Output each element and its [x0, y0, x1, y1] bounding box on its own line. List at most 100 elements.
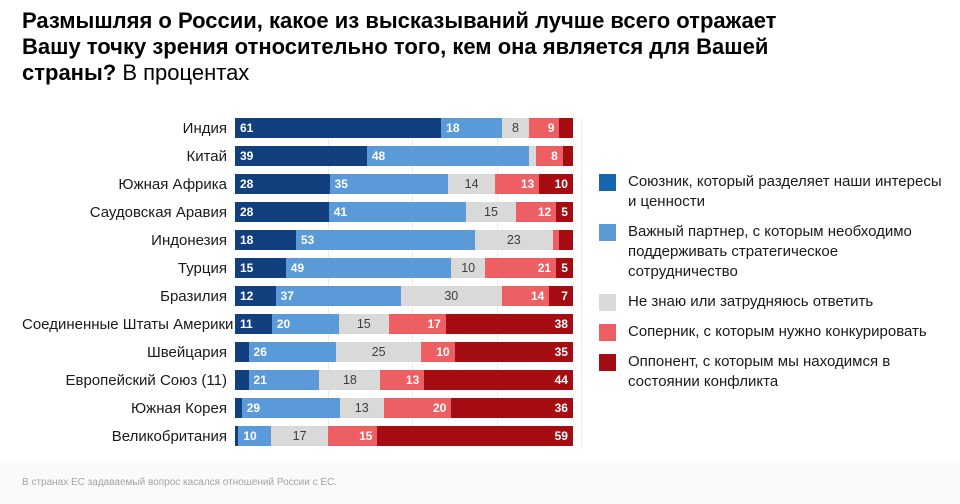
- category-label: Индонезия: [151, 231, 227, 249]
- bar-segment: 17: [271, 426, 328, 446]
- bar-segment: 20: [383, 398, 452, 418]
- bar-segment: 11: [235, 314, 272, 334]
- bar-segment: 13: [339, 398, 384, 418]
- category-label: Швейцария: [146, 343, 227, 361]
- bar-segment: 18: [235, 230, 296, 250]
- category-label: Южная Африка: [118, 175, 227, 193]
- chart-row: Великобритания 10 17 15 59: [22, 426, 582, 446]
- bar-value-label: 18: [446, 121, 460, 135]
- bar-value-label: 7: [561, 289, 568, 303]
- bar-value-label: 28: [240, 177, 254, 191]
- bar-value-label: 20: [276, 317, 291, 331]
- bar-value-label: 18: [240, 233, 254, 247]
- bar-value-label: 9: [547, 121, 555, 135]
- bar-segment: 5: [556, 258, 573, 278]
- legend: Союзник, который разделяет наши интересы…: [599, 172, 951, 402]
- bar-segment: 59: [377, 426, 573, 446]
- bar-value-label: 49: [290, 261, 305, 275]
- chart-row: Швейцария 26 25 10 35: [22, 342, 582, 362]
- footnote: В странах ЕС задаваемый вопрос касался о…: [22, 477, 338, 488]
- bar-segment: 8: [535, 146, 563, 166]
- chart-row: Бразилия 12 37 30 14 7: [22, 286, 582, 306]
- bar-value-label: 37: [280, 289, 294, 303]
- bar-value-label: 12: [537, 205, 552, 219]
- bar-segment: [235, 370, 249, 390]
- bar-segment: [529, 146, 536, 166]
- bar-value-label: 35: [334, 177, 348, 191]
- bar-value-label: 29: [246, 401, 261, 415]
- category-label: Южная Корея: [131, 399, 227, 417]
- bar-stack: 21 18 13 44: [235, 370, 573, 390]
- bar-value-label: 8: [551, 149, 558, 163]
- bar-segment: 15: [327, 426, 378, 446]
- bar-value-label: 28: [240, 205, 254, 219]
- bar-value-label: 10: [461, 261, 476, 275]
- bar-stack: 61 18 8 9: [235, 118, 573, 138]
- bar-segment: 15: [338, 314, 389, 334]
- bar-segment: 8: [502, 118, 530, 138]
- title-line-2: Вашу точку зрения относительно того, кем…: [22, 34, 769, 59]
- category-label: Бразилия: [160, 287, 227, 305]
- legend-label: Не знаю или затрудняюсь ответить: [628, 293, 874, 310]
- bar-value-label: 8: [512, 121, 519, 135]
- legend-swatch: [599, 174, 616, 191]
- bar-segment: 12: [235, 286, 276, 306]
- bar-segment: 5: [556, 202, 573, 222]
- chart-row: Турция 15 49 10 21 5: [22, 258, 582, 278]
- bar-value-label: 10: [243, 429, 257, 443]
- bar-segment: [552, 230, 560, 250]
- legend-label: Соперник, с которым нужно конкурировать: [628, 323, 927, 340]
- bar-segment: 29: [241, 398, 340, 418]
- bar-segment: [562, 146, 573, 166]
- bar-segment: 36: [451, 398, 573, 418]
- bar-value-label: 59: [554, 429, 568, 443]
- bar-value-label: 41: [333, 205, 348, 219]
- bar-value-label: 5: [561, 205, 568, 219]
- title-line-1: Размышляя о России, какое из высказывани…: [22, 8, 777, 33]
- bar-value-label: 15: [359, 429, 373, 443]
- bar-value-label: 25: [371, 345, 386, 359]
- category-label: Китай: [186, 147, 227, 165]
- title-line-3-bold: страны?: [22, 60, 117, 85]
- bar-value-label: 21: [537, 261, 552, 275]
- bar-segment: 13: [380, 370, 425, 390]
- bar-segment: 18: [319, 370, 381, 390]
- bar-segment: 44: [424, 370, 573, 390]
- bar-value-label: 13: [405, 373, 420, 387]
- chart-row: Индия 61 18 8 9: [22, 118, 582, 138]
- bar-segment: 17: [388, 314, 446, 334]
- bar-segment: 13: [495, 174, 540, 194]
- bar-value-label: 20: [432, 401, 447, 415]
- bar-value-label: 18: [342, 373, 357, 387]
- bar-segment: 10: [238, 426, 272, 446]
- chart-row: Южная Корея 29 13 20 36: [22, 398, 582, 418]
- legend-item: Оппонент, с которым мы находимся в состо…: [599, 352, 951, 392]
- bar-segment: 14: [501, 286, 550, 306]
- legend-swatch: [599, 294, 616, 311]
- bar-segment: 14: [447, 174, 496, 194]
- grid-line-100: [581, 118, 582, 446]
- bar-segment: 28: [235, 202, 329, 222]
- bar-value-label: 44: [554, 373, 568, 387]
- stacked-bar-chart: Индия 61 18 8 9 Китай 39 48 8 Южная Африка 28 35 14 1…: [22, 118, 582, 454]
- bar-value-label: 12: [240, 289, 254, 303]
- bar-segment: 10: [539, 174, 573, 194]
- bar-segment: 12: [516, 202, 557, 222]
- bar-value-label: 17: [292, 429, 307, 443]
- chart-row: Индонезия 18 53 23: [22, 230, 582, 250]
- category-label: Индия: [182, 119, 227, 137]
- grid-line-50: [412, 118, 413, 446]
- bar-value-label: 15: [356, 317, 371, 331]
- bar-segment: 53: [295, 230, 475, 250]
- bar-stack: 28 35 14 13 10: [235, 174, 573, 194]
- bar-segment: [235, 398, 242, 418]
- bar-segment: 10: [420, 342, 455, 362]
- bar-value-label: 17: [427, 317, 441, 331]
- category-label: Европейский Союз (11): [65, 371, 227, 389]
- chart-row: Соединенные Штаты Америки 11 20 15 17 38: [22, 314, 582, 334]
- bar-value-label: 15: [240, 261, 254, 275]
- bar-value-label: 30: [444, 289, 459, 303]
- category-label: Турция: [177, 259, 227, 277]
- bar-segment: 7: [549, 286, 573, 306]
- title-line-3: страны? В процентах: [22, 60, 776, 86]
